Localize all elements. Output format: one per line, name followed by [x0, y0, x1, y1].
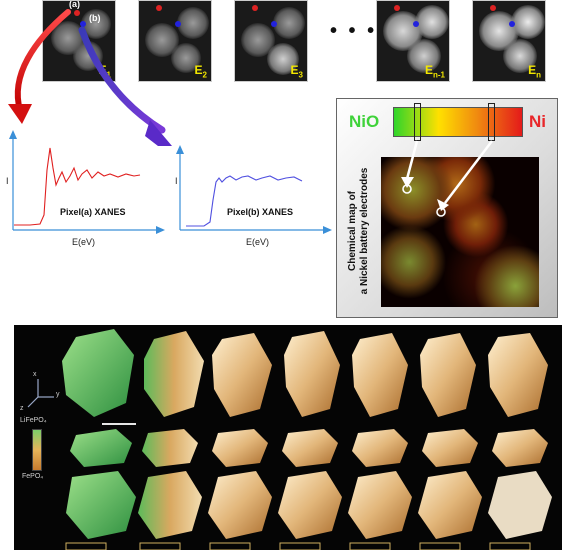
scale-bar: [102, 423, 136, 425]
chemical-map-panel: NiO Ni Chemical map of a Nickel battery …: [336, 98, 558, 318]
legend-fepo4: FePO₄: [22, 473, 44, 480]
frame-label-n: En: [528, 62, 541, 79]
arrow-b: [78, 26, 166, 134]
plot-b-ylabel: I: [175, 176, 178, 186]
plot-a-xlabel: E(eV): [72, 237, 96, 247]
energy-frame-n-1: En-1: [376, 0, 450, 82]
axis-triad: [27, 379, 54, 408]
xanes-b-curve: [186, 175, 303, 227]
ellipsis: • • •: [330, 20, 378, 42]
chemical-map-caption: Chemical map of a Nickel battery electro…: [347, 167, 370, 295]
plot-a-title: Pixel(a) XANES: [60, 207, 126, 217]
axis-z-label: z: [20, 405, 24, 412]
energy-frame-2: E2: [138, 0, 212, 82]
arrow-a-head: [8, 104, 32, 124]
point-a-marker: [74, 10, 80, 16]
chemical-map-pointers: [401, 140, 493, 217]
ni-label: Ni: [529, 112, 546, 131]
axis-y-label: y: [56, 391, 60, 398]
arrow-a: [14, 9, 71, 113]
plot-b-title: Pixel(b) XANES: [227, 207, 294, 217]
point-a-label: (a): [69, 0, 80, 9]
plot-b-xlabel: E(eV): [246, 237, 270, 247]
energy-frame-1: (a) (b) E1: [42, 0, 116, 82]
energy-frame-n: En: [472, 0, 546, 82]
energy-frame-3: E3: [234, 0, 308, 82]
xanes-a-curve: [14, 147, 141, 226]
legend-lifepo4: LiFePO₄: [20, 417, 47, 424]
crystal-3d-panel: x y z LiFePO₄ FePO₄: [14, 325, 562, 550]
arrow-b-head: [145, 120, 172, 146]
xanes-diagram: [8, 9, 332, 234]
frame-label-3: E3: [290, 62, 303, 79]
point-b-marker: [80, 21, 86, 27]
plot-a-ylabel: I: [6, 176, 9, 186]
axis-x-label: x: [33, 371, 37, 378]
frame-label-n-1: En-1: [424, 62, 445, 79]
point-b-label: (b): [89, 13, 101, 23]
crystal-renderings: [62, 329, 552, 550]
legend-gradient-bar: [32, 429, 42, 471]
nio-label: NiO: [349, 112, 380, 131]
frame-label-2: E2: [194, 62, 207, 79]
